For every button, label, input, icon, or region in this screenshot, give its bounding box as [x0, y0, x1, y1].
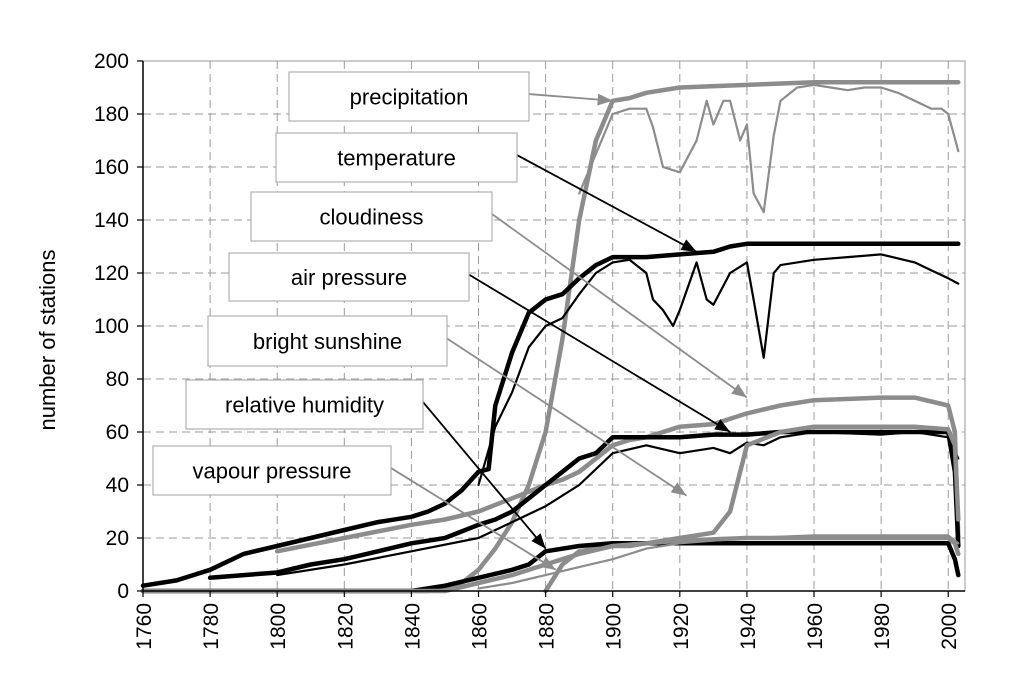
x-tick-label: 1900	[603, 603, 626, 650]
y-axis-label: number of stations	[35, 250, 60, 431]
callout-arrow-relative-humidity	[422, 401, 547, 550]
y-tick-label: 120	[94, 262, 129, 285]
x-tick-label: 1960	[804, 603, 827, 650]
y-tick-label: 40	[106, 474, 129, 497]
x-tick-label: 1800	[267, 603, 290, 650]
series-line-precipitation	[578, 83, 960, 214]
callout-box-relative-humidity	[185, 379, 424, 430]
callout-label-relative-humidity: relative humidity	[225, 393, 384, 418]
callout-label-vapour-pressure: vapour pressure	[193, 459, 352, 484]
series-line-air-pressure	[276, 430, 960, 577]
callout-arrow-air-pressure	[468, 273, 731, 433]
y-tick-label: 20	[106, 527, 129, 550]
callout-arrow-bright-sunshine	[446, 337, 688, 497]
series-line-temperature	[140, 241, 961, 588]
y-tick-label: 100	[94, 315, 129, 338]
callout-label-cloudiness: cloudiness	[320, 205, 424, 230]
x-axis-ticks: 1760 1780 1800 1820 1840 1860 1880 1900 1920 1940…	[133, 591, 961, 650]
callout-arrowhead-cloudiness	[731, 383, 747, 398]
callout-label-air-pressure: air pressure	[291, 265, 407, 290]
x-tick-label: 2000	[938, 603, 961, 650]
callout-arrowhead-vapour-pressure	[539, 556, 556, 570]
y-tick-label: 140	[94, 209, 129, 232]
y-tick-label: 80	[106, 368, 129, 391]
callout-arrow-cloudiness	[491, 213, 748, 399]
callout-label-precipitation: precipitation	[350, 85, 469, 110]
y-tick-label: 200	[94, 50, 129, 73]
callout-label-temperature: temperature	[337, 146, 456, 171]
callout-arrow-temperature	[516, 154, 698, 253]
callout-arrow-vapour-pressure	[390, 467, 557, 571]
x-tick-label: 1860	[469, 603, 492, 650]
x-tick-label: 1920	[670, 603, 693, 650]
x-tick-label: 1820	[334, 603, 357, 650]
callout-arrowhead-temperature	[680, 239, 697, 252]
x-tick-label: 1780	[200, 603, 223, 650]
series-line-air-pressure	[207, 429, 961, 581]
x-tick-label: 1880	[536, 603, 559, 650]
callouts: precipitation temperature cloudiness air pr…	[152, 71, 748, 571]
callout-box-bright-sunshine	[207, 315, 448, 367]
y-axis-ticks: 0 20 40 60 80 100 120 140 160 180 200	[94, 50, 143, 603]
y-tick-label: 180	[94, 103, 129, 126]
callout-arrowhead-bright-sunshine	[670, 482, 687, 496]
callout-arrowhead-relative-humidity	[531, 533, 546, 549]
callout-box-air-pressure	[228, 252, 470, 302]
callout-arrowhead-air-pressure	[714, 419, 731, 432]
x-tick-label: 1840	[401, 603, 424, 650]
callout-box-precipitation	[288, 71, 530, 122]
x-tick-label: 1760	[133, 603, 156, 650]
x-tick-label: 1980	[871, 603, 894, 650]
series-line-vapour-pressure	[140, 535, 961, 594]
callout-box-cloudiness	[250, 191, 493, 242]
callout-arrowhead-precipitation	[597, 93, 613, 106]
callout-box-vapour-pressure	[152, 445, 392, 496]
y-tick-label: 160	[94, 156, 129, 179]
callout-label-bright-sunshine: bright sunshine	[253, 329, 402, 354]
series-line-temperature	[477, 253, 960, 487]
x-tick-label: 1940	[737, 603, 760, 650]
series-line-vapour-pressure	[477, 534, 960, 590]
callout-box-temperature	[275, 132, 518, 183]
y-tick-label: 0	[117, 580, 129, 603]
y-tick-label: 60	[106, 421, 129, 444]
